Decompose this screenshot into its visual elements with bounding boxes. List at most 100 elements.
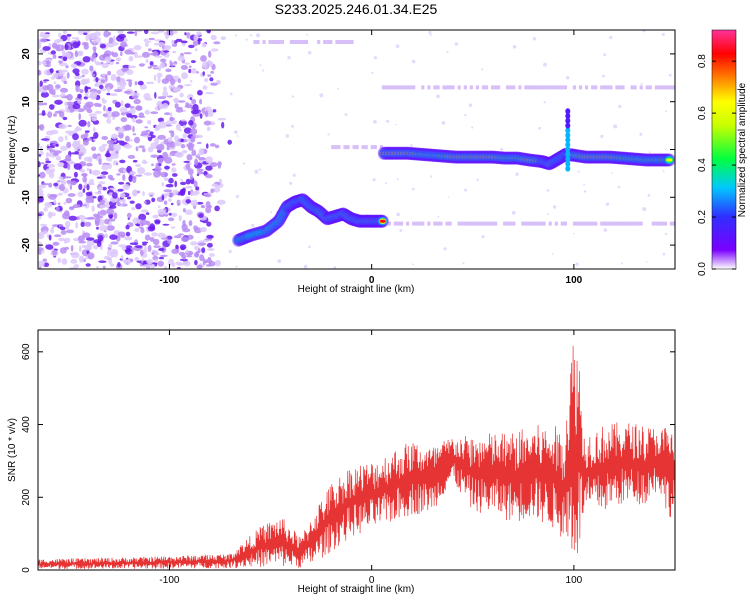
noise-blob [99, 84, 104, 90]
noise-blob [129, 200, 135, 204]
noise-blob [137, 80, 144, 86]
noise-blob [86, 162, 93, 167]
noise-blob [207, 74, 212, 77]
harmonic-band [518, 85, 522, 90]
harmonic-band [433, 221, 437, 226]
noise-blob [180, 40, 188, 44]
noise-blob [157, 232, 166, 238]
sparse-point [664, 232, 668, 236]
noise-blob [97, 176, 103, 179]
y-tick-label: 0 [21, 567, 32, 573]
harmonic-band [475, 221, 479, 226]
harmonic-band [557, 85, 561, 90]
noise-blob [78, 245, 82, 252]
noise-blob [108, 61, 114, 65]
glitch-mark [565, 165, 571, 172]
colorbar-tick-label: 0.8 [697, 54, 708, 68]
noise-blob [66, 179, 71, 184]
noise-blob [78, 113, 81, 121]
harmonic-band [352, 145, 356, 150]
noise-blob [203, 120, 212, 126]
sparse-point [476, 178, 479, 181]
noise-blob [143, 38, 149, 43]
snr-series-line [38, 345, 675, 569]
noise-blob [43, 79, 50, 82]
noise-blob [180, 119, 187, 122]
noise-blob [73, 264, 80, 269]
noise-blob [82, 232, 91, 238]
noise-blob [78, 235, 85, 242]
harmonic-band [591, 221, 595, 226]
noise-blob [38, 215, 42, 220]
harmonic-band [412, 221, 416, 226]
noise-blob [190, 128, 198, 136]
noise-blob [38, 84, 41, 90]
harmonic-band [256, 40, 260, 44]
harmonic-band [481, 221, 486, 226]
noise-blob [71, 37, 77, 40]
harmonic-band [396, 221, 401, 226]
harmonic-band [292, 40, 296, 44]
spectrogram-y-axis-label: Frequency (Hz) [7, 116, 18, 185]
noise-blob [138, 226, 144, 229]
noise-blob [141, 51, 151, 58]
harmonic-band [433, 85, 437, 90]
noise-blob [73, 163, 82, 170]
harmonic-band [481, 85, 486, 90]
noise-blob [197, 89, 203, 96]
snr-x-axis-label: Height of straight line (km) [298, 584, 415, 595]
noise-blob [182, 219, 186, 227]
noise-blob [158, 256, 165, 260]
noise-blob [188, 220, 193, 227]
noise-blob [147, 245, 152, 252]
harmonic-band [274, 40, 278, 44]
noise-blob [98, 158, 102, 165]
snr-panel: -100 0 100 0 200 400 600 Height of straight li… [7, 329, 676, 595]
noise-blob [88, 113, 97, 118]
noise-blob [201, 61, 210, 69]
noise-blob [45, 157, 50, 162]
noise-blob [117, 262, 121, 268]
noise-blob [101, 62, 109, 69]
noise-blob [144, 234, 151, 241]
noise-blob [130, 247, 134, 254]
noise-blob [62, 116, 68, 121]
noise-blob [190, 79, 193, 83]
noise-blob [43, 80, 47, 84]
noise-blob [201, 247, 206, 254]
noise-blob [45, 168, 52, 175]
noise-blob [55, 84, 61, 89]
harmonic-band [603, 85, 607, 90]
noise-blob [205, 206, 212, 214]
noise-blob [49, 147, 52, 151]
noise-blob [122, 174, 126, 181]
noise-blob [126, 212, 132, 218]
noise-blob [180, 181, 187, 186]
noise-blob [197, 248, 201, 254]
sparse-point [500, 147, 504, 151]
noise-blob [185, 185, 193, 189]
noise-blob [39, 171, 46, 179]
noise-blob [142, 242, 147, 246]
noise-blob [51, 94, 60, 98]
noise-blob [185, 254, 193, 258]
harmonic-band [530, 85, 534, 90]
noise-blob [102, 265, 106, 269]
sparse-point [642, 207, 647, 212]
noise-blob [143, 133, 151, 136]
noise-blob [93, 102, 100, 107]
noise-blob [129, 51, 136, 55]
glitch-mark [565, 117, 571, 124]
noise-blob [46, 130, 54, 136]
spectrogram-marks [38, 30, 675, 269]
noise-blob [199, 254, 205, 262]
noise-blob [160, 58, 167, 63]
noise-blob [96, 226, 99, 230]
sparse-point [396, 212, 401, 217]
harmonic-band [393, 221, 398, 226]
noise-blob [108, 257, 113, 265]
noise-blob [145, 212, 150, 215]
noise-blob [74, 151, 80, 155]
noise-blob [84, 244, 93, 251]
harmonic-band [457, 85, 461, 90]
